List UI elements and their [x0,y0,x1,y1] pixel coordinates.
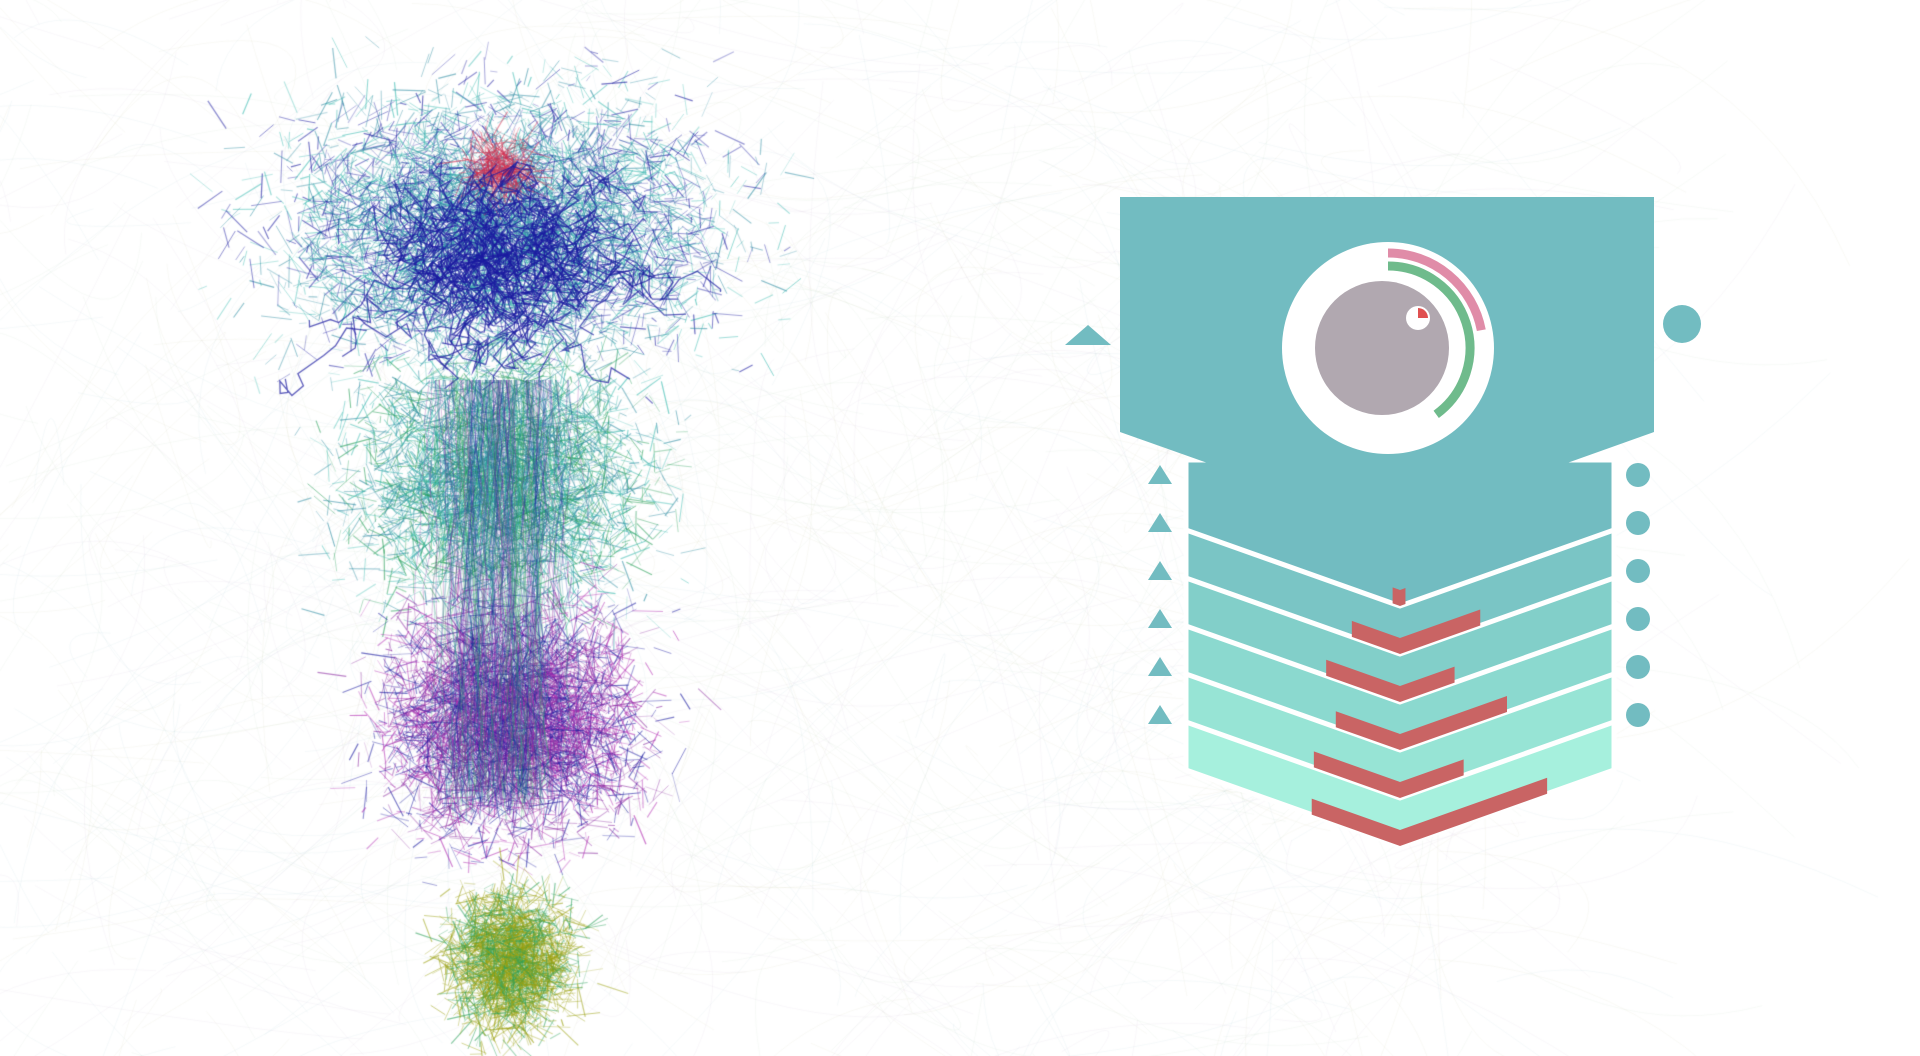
band-bar [1313,751,1464,798]
glyph-dial[interactable] [1282,242,1494,454]
row-circle-marker[interactable] [1626,559,1650,583]
glyph-bars [1311,587,1548,846]
band-bar [1392,587,1406,606]
band-bar [1335,696,1507,750]
row-markers [1148,463,1650,727]
row-circle-marker[interactable] [1626,511,1650,535]
left-triangle-marker[interactable] [1065,325,1111,345]
row-circle-marker[interactable] [1626,607,1650,631]
row-triangle-marker[interactable] [1148,465,1172,484]
band-bar [1326,659,1455,702]
dial-ring-outer [1387,248,1486,332]
row-triangle-marker[interactable] [1148,657,1172,676]
row-circle-marker[interactable] [1626,655,1650,679]
glyph-bands [1183,457,1617,849]
band-bar [1351,609,1481,654]
row-triangle-marker[interactable] [1148,561,1172,580]
core-indicator-wedge [1418,308,1428,318]
row-triangle-marker[interactable] [1148,609,1172,628]
row-triangle-marker[interactable] [1148,705,1172,724]
row-circle-marker[interactable] [1626,703,1650,727]
dial-core [1315,281,1449,415]
right-circle-marker[interactable] [1663,305,1701,343]
row-triangle-marker[interactable] [1148,513,1172,532]
dial-ring-inner [1387,261,1475,418]
band-bar [1311,777,1548,846]
row-circle-marker[interactable] [1626,463,1650,487]
